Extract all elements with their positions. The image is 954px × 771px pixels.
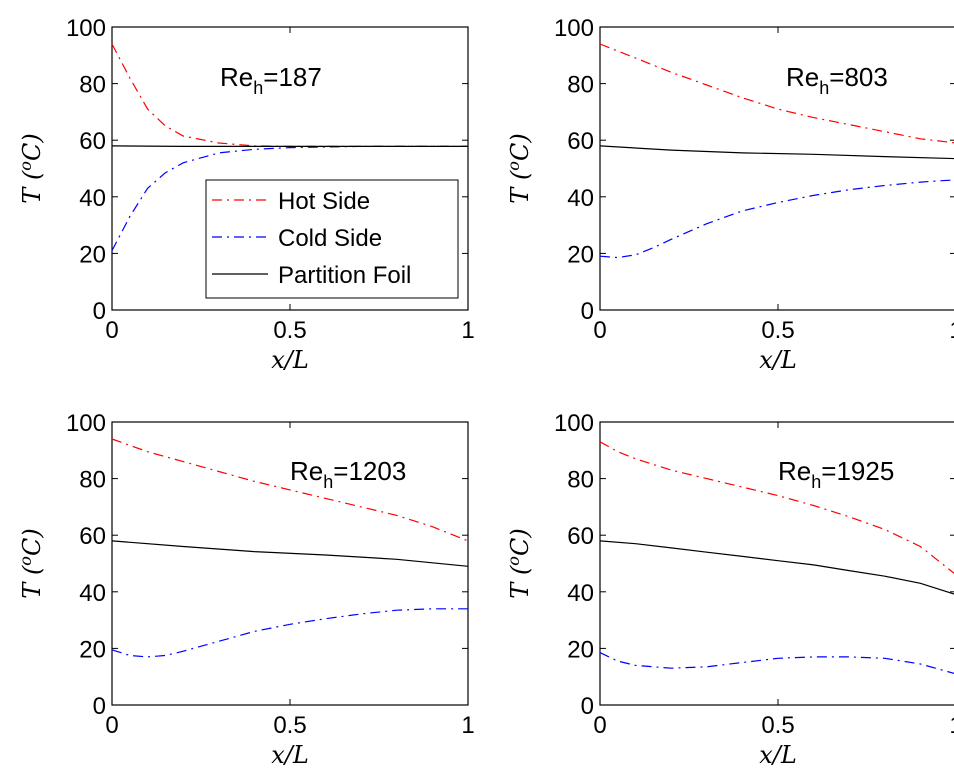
reynolds-annotation: Reh=187 xyxy=(220,62,322,98)
y-tick-label: 100 xyxy=(66,410,106,437)
y-tick-label: 100 xyxy=(554,15,594,42)
x-tick-label: 0.5 xyxy=(761,317,794,344)
y-tick-label: 20 xyxy=(79,636,106,663)
series-line-hot xyxy=(111,43,468,147)
series-line-hot xyxy=(599,43,954,144)
series-line-cold xyxy=(111,145,468,251)
axes-box xyxy=(111,421,469,706)
y-tick-label: 20 xyxy=(567,241,594,268)
reynolds-annotation: Reh=803 xyxy=(786,62,888,98)
x-tick-label: 0.5 xyxy=(273,317,306,344)
series-line-foil xyxy=(111,540,469,567)
reynolds-annotation: Reh=1925 xyxy=(778,456,894,492)
series-line-foil xyxy=(599,540,954,595)
x-tick-label: 1 xyxy=(461,317,474,344)
x-tick-label: 1 xyxy=(949,712,954,739)
y-axis-label: T (oC) xyxy=(16,133,47,203)
x-tick-label: 1 xyxy=(461,712,474,739)
y-tick-label: 40 xyxy=(567,580,594,607)
axes-box xyxy=(599,26,954,311)
y-tick-label: 60 xyxy=(79,128,106,155)
legend-label-cold: Cold Side xyxy=(278,225,382,252)
reynolds-annotation: Reh=1203 xyxy=(290,456,406,492)
series-line-cold xyxy=(111,608,468,658)
y-tick-label: 0 xyxy=(93,693,106,720)
x-tick-label: 1 xyxy=(949,317,954,344)
legend-label-foil: Partition Foil xyxy=(278,262,411,289)
x-axis-label: x/L xyxy=(759,741,797,769)
axes-box xyxy=(599,421,954,706)
y-tick-label: 80 xyxy=(567,72,594,99)
series-line-cold xyxy=(599,652,954,674)
x-axis-label: x/L xyxy=(759,346,797,374)
y-tick-label: 100 xyxy=(66,15,106,42)
y-axis-label: T (oC) xyxy=(504,528,535,598)
subplot-1: 0 20 40 60 80 100 0 0.5 1 x/L T (oC) Reh=187 Hot Sid… xyxy=(16,15,475,374)
series-line-foil xyxy=(599,145,954,160)
y-tick-label: 60 xyxy=(567,523,594,550)
series-line-foil xyxy=(111,145,468,147)
y-tick-label: 20 xyxy=(79,241,106,268)
y-tick-label: 80 xyxy=(79,72,106,99)
y-tick-label: 80 xyxy=(567,467,594,494)
x-axis-label: x/L xyxy=(271,346,309,374)
y-tick-label: 80 xyxy=(79,467,106,494)
subplot-4: 0 20 40 60 80 100 0 0.5 1 x/L T (oC) Reh=1925 xyxy=(504,410,954,769)
y-tick-label: 20 xyxy=(567,636,594,663)
y-tick-label: 60 xyxy=(79,523,106,550)
x-tick-label: 0.5 xyxy=(761,712,794,739)
y-tick-label: 0 xyxy=(581,693,594,720)
y-tick-label: 0 xyxy=(93,298,106,325)
x-tick-label: 0 xyxy=(593,317,606,344)
legend-label-hot: Hot Side xyxy=(278,188,370,215)
subplot-2: 0 20 40 60 80 100 0 0.5 1 x/L T (oC) Reh=803 xyxy=(504,15,954,374)
y-tick-label: 100 xyxy=(554,410,594,437)
y-tick-label: 60 xyxy=(567,128,594,155)
legend: Hot Side Cold Side Partition Foil xyxy=(205,179,459,299)
y-tick-label: 40 xyxy=(567,185,594,212)
series-line-hot xyxy=(111,438,469,542)
x-tick-label: 0.5 xyxy=(273,712,306,739)
y-tick-label: 0 xyxy=(581,298,594,325)
x-tick-label: 0 xyxy=(105,317,118,344)
y-axis-label: T (oC) xyxy=(16,528,47,598)
y-axis-label: T (oC) xyxy=(504,133,535,203)
y-tick-label: 40 xyxy=(79,185,106,212)
x-tick-label: 0 xyxy=(105,712,118,739)
legend-box xyxy=(205,179,459,299)
x-axis-label: x/L xyxy=(271,741,309,769)
subplot-3: 0 20 40 60 80 100 0 0.5 1 x/L T (oC) Reh=1203 xyxy=(16,410,475,769)
y-tick-label: 40 xyxy=(79,580,106,607)
x-tick-label: 0 xyxy=(593,712,606,739)
